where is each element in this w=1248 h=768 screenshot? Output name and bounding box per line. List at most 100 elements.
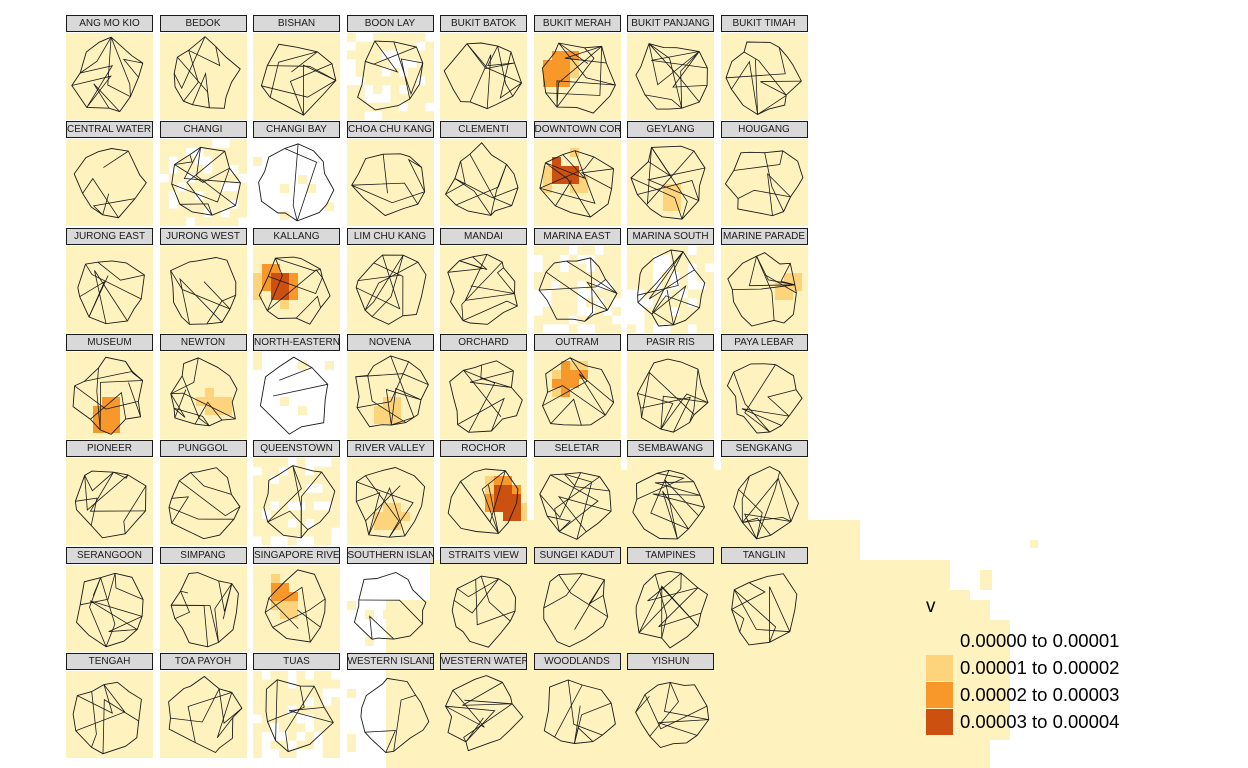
density-cell — [542, 245, 551, 255]
facet-panel: SINGAPORE RIVER — [253, 546, 340, 652]
density-cell — [322, 740, 332, 750]
subzone-boundary — [480, 575, 511, 621]
subzone-boundary — [102, 698, 139, 754]
subzone-boundary — [267, 269, 323, 311]
density-cell — [355, 102, 364, 112]
subzone-boundary — [755, 255, 795, 285]
subzone-boundary — [470, 285, 515, 294]
density-cell — [296, 705, 306, 715]
density-cell — [363, 67, 373, 77]
density-cell — [551, 378, 561, 388]
planning-area-boundary — [444, 142, 519, 217]
density-cell — [296, 466, 306, 476]
density-cell — [346, 458, 434, 546]
subzone-boundary — [96, 367, 101, 430]
facet-map — [720, 458, 808, 546]
density-cell — [331, 492, 340, 502]
density-cell — [262, 281, 271, 291]
density-cell — [203, 191, 212, 201]
facet-strip-text: CHANGI BAY — [266, 124, 327, 136]
subzone-boundary — [469, 370, 514, 388]
density-cell — [287, 688, 297, 697]
density-cell — [159, 351, 247, 439]
density-cell — [253, 510, 262, 520]
subzone-boundary — [93, 83, 120, 112]
density-cell — [679, 306, 688, 316]
subzone-boundary — [170, 392, 236, 420]
legend-item-label: 0.00001 to 0.00002 — [960, 657, 1120, 678]
density-cell — [66, 245, 153, 333]
facet-strip-label: RIVER VALLEY — [346, 440, 434, 458]
density-cell — [331, 731, 340, 741]
density-cell — [331, 484, 340, 494]
subzone-boundary — [466, 43, 515, 70]
density-cell — [372, 33, 382, 42]
facet-strip-label: TANGLIN — [720, 546, 808, 564]
subzone-boundary — [556, 80, 615, 108]
subzone-boundary — [216, 692, 233, 738]
facet-panel: CENTRAL WATER CATCHMENT — [66, 121, 153, 227]
facet-map — [66, 351, 153, 439]
density-cell — [229, 139, 238, 149]
planning-area-boundary — [170, 147, 241, 216]
density-cell — [279, 527, 288, 537]
subzone-boundary — [267, 685, 305, 722]
density-cell — [407, 50, 417, 60]
density-cell — [261, 519, 271, 528]
subzone-boundary — [497, 46, 514, 97]
subzone-boundary — [171, 168, 230, 203]
density-cell — [271, 272, 289, 282]
density-cell — [533, 315, 543, 324]
subzone-boundary — [463, 369, 496, 433]
density-cell — [168, 217, 177, 227]
facet-strip-label: STRAITS VIEW — [440, 546, 527, 564]
density-cell — [279, 519, 288, 528]
facet-map — [440, 33, 527, 120]
density-cell — [611, 254, 621, 264]
facet-map — [66, 564, 153, 652]
subzone-boundary — [292, 144, 299, 222]
density-cell — [253, 740, 262, 750]
density-cell — [346, 102, 356, 112]
subzone-boundary — [77, 684, 113, 714]
facet-strip-text: MANDAI — [464, 230, 503, 242]
density-cell — [279, 740, 288, 750]
density-cell — [220, 156, 230, 166]
density-cell — [550, 297, 560, 307]
density-cell — [313, 510, 323, 520]
density-cell — [542, 315, 551, 324]
density-cell — [390, 76, 399, 86]
density-cell — [372, 102, 382, 112]
facet-panel: SERANGOON — [66, 546, 153, 652]
density-cell — [261, 475, 271, 485]
facet-map — [346, 458, 434, 546]
subzone-boundary — [71, 75, 112, 108]
density-cell — [176, 191, 186, 201]
subzone-boundary — [743, 51, 787, 96]
density-cell — [313, 696, 323, 706]
subzone-boundary — [725, 47, 786, 79]
facet-strip-text: BUKIT MERAH — [542, 18, 612, 29]
density-cell — [635, 280, 645, 290]
density-cell — [253, 458, 262, 467]
density-cell — [611, 323, 621, 333]
density-cell — [305, 740, 314, 750]
facet-panel: ROCHOR — [440, 440, 527, 546]
density-cell — [66, 670, 153, 758]
subzone-boundary — [454, 178, 492, 216]
density-cell — [346, 742, 356, 752]
facet-strip-label: DOWNTOWN CORE — [533, 121, 621, 139]
subzone-boundary — [481, 470, 506, 534]
density-cell — [331, 501, 340, 511]
density-cell — [679, 315, 688, 324]
density-cell — [603, 289, 612, 298]
facet-map — [346, 571, 428, 646]
subzone-boundary — [644, 94, 682, 109]
facet-strip-text: BUKIT PANJANG — [631, 18, 710, 29]
density-cell — [305, 475, 314, 485]
subzone-boundary — [80, 65, 114, 108]
subzone-boundary — [174, 590, 190, 619]
density-cell — [322, 484, 332, 494]
density-cell — [687, 315, 697, 324]
subzone-boundary — [366, 375, 406, 423]
